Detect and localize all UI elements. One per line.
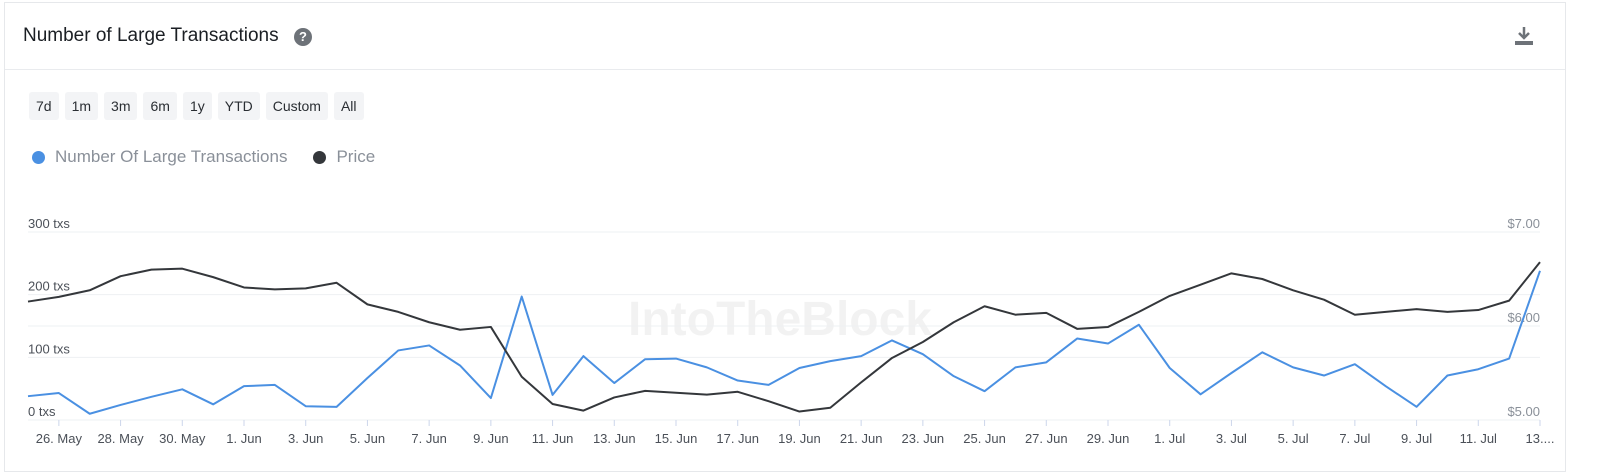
range-button[interactable]: 7d: [29, 92, 59, 120]
range-button[interactable]: 1y: [182, 92, 212, 120]
legend-marker: [313, 150, 327, 164]
y-tick-label: 0 txs: [28, 404, 56, 419]
range-button[interactable]: Custom: [265, 92, 328, 120]
x-tick-label: 21. Jun: [840, 431, 883, 446]
x-tick-label: 13. Jun: [593, 431, 636, 446]
x-tick-label: 11. Jul: [1460, 431, 1497, 446]
help-icon[interactable]: ?: [294, 28, 312, 46]
legend-label: Number Of Large Transactions: [55, 147, 288, 166]
x-tick-label: 25. Jun: [963, 431, 1006, 446]
x-tick-label: 15. Jun: [655, 431, 698, 446]
card: Number of Large Transactions ?: [4, 2, 1566, 472]
legend: Number Of Large Transactions Price: [32, 147, 375, 167]
y-tick-label: 200 txs: [28, 279, 70, 294]
x-tick-label: 13....: [1526, 431, 1555, 446]
range-buttons: 7d 1m 3m 6m 1y YTD Custom All: [29, 92, 364, 120]
x-tick-label: 30. May: [159, 431, 206, 446]
x-tick-label: 5. Jul: [1278, 431, 1309, 446]
x-tick-label: 9. Jul: [1401, 431, 1432, 446]
legend-item[interactable]: Number Of Large Transactions: [32, 147, 287, 167]
x-tick-label: 5. Jun: [350, 431, 385, 446]
x-tick-label: 28. May: [97, 431, 144, 446]
legend-label: Price: [336, 147, 376, 166]
range-button[interactable]: All: [333, 92, 364, 120]
y-tick-label: 100 txs: [28, 341, 70, 356]
title: Number of Large Transactions: [23, 25, 279, 46]
x-tick-label: 1. Jun: [226, 431, 261, 446]
range-button[interactable]: YTD: [217, 92, 260, 120]
legend-item[interactable]: Price: [313, 147, 375, 167]
legend-marker: [32, 150, 45, 164]
x-tick-label: 23. Jun: [902, 431, 945, 446]
y2-tick-label: $7.00: [1507, 216, 1540, 231]
x-tick-label: 3. Jun: [288, 431, 323, 446]
x-tick-label: 7. Jun: [411, 431, 446, 446]
series-line: [27, 270, 1541, 415]
x-tick-label: 29. Jun: [1087, 431, 1130, 446]
x-tick-label: 19. Jun: [778, 431, 821, 446]
series-line: [27, 261, 1541, 413]
x-tick-label: 1. Jul: [1154, 431, 1185, 446]
range-button[interactable]: 6m: [143, 92, 177, 120]
download-icon[interactable]: [1513, 25, 1535, 47]
watermark: IntoTheBlock: [628, 293, 932, 346]
header: Number of Large Transactions ?: [5, 3, 1565, 70]
y-tick-label: 300 txs: [28, 216, 70, 231]
x-tick-label: 17. Jun: [716, 431, 759, 446]
x-tick-label: 3. Jul: [1216, 431, 1247, 446]
x-tick-label: 11. Jun: [532, 431, 574, 446]
x-tick-label: 9. Jun: [473, 431, 508, 446]
x-tick-label: 7. Jul: [1339, 431, 1370, 446]
range-button[interactable]: 1m: [64, 92, 99, 120]
x-tick-label: 26. May: [36, 431, 83, 446]
x-tick-label: 27. Jun: [1025, 431, 1068, 446]
range-button[interactable]: 3m: [104, 92, 138, 120]
y2-tick-label: $5.00: [1507, 404, 1540, 419]
